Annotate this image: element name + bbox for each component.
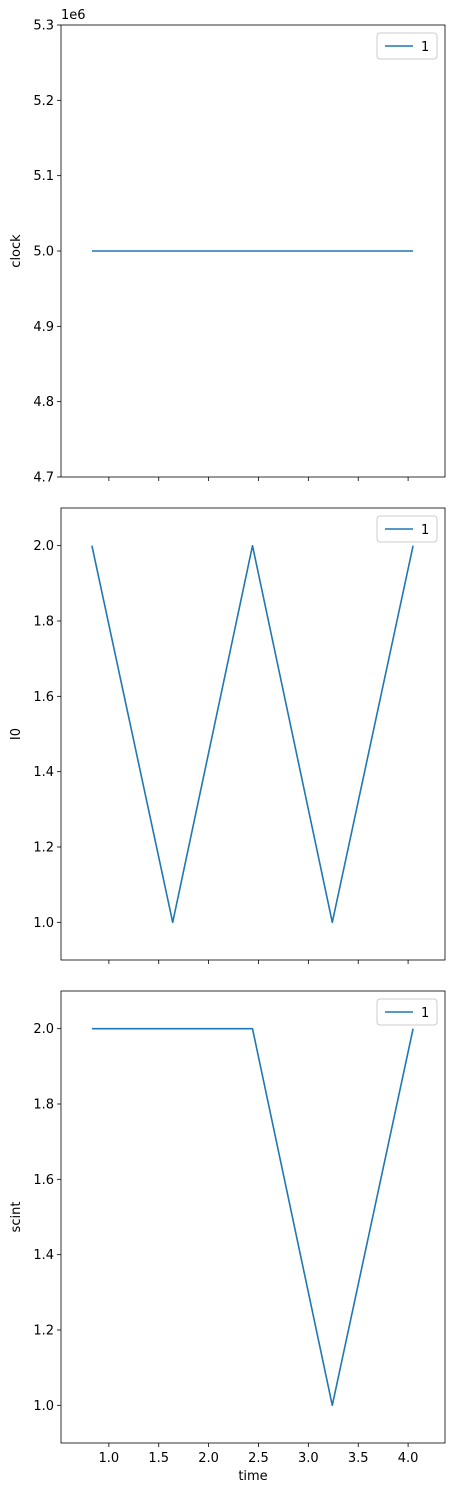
y-tick-label: 1.0: [33, 1399, 54, 1414]
x-tick-label: 2.0: [198, 1451, 219, 1466]
series-line: [91, 1027, 414, 1407]
series-line: [91, 544, 414, 924]
y-tick-label: 1.8: [33, 1098, 54, 1113]
x-tick-label: 4.0: [398, 1451, 419, 1466]
plot-frame: [60, 507, 446, 961]
y-axis-label: clock: [9, 234, 24, 268]
y-tick-label: 1.0: [33, 916, 54, 931]
y-tick-label: 1.2: [33, 841, 54, 856]
y-tick-label: 5.1: [33, 169, 54, 184]
panel-3: 1.0 1.2 1.4 1.6 1.8 2.0 1.0 1.5 2.0 2.5 3.0 3.5 4.0 s…: [9, 990, 446, 1484]
y-axis-label: scint: [9, 1202, 24, 1233]
y-tick-label: 1.6: [33, 1173, 54, 1188]
y-tick-label: 2.0: [33, 539, 54, 554]
y-tick-label: 1.4: [33, 765, 54, 780]
legend: 1: [376, 515, 438, 543]
legend-label: 1: [421, 523, 429, 538]
x-tick-label: 1.0: [99, 1451, 120, 1466]
y-tick-label: 4.9: [33, 320, 54, 335]
y-tick-label: 2.0: [33, 1022, 54, 1037]
legend-label: 1: [421, 1006, 429, 1021]
panel-1: 4.7 4.8 4.9 5.0 5.1 5.2 5.3 clock 1e6 1: [9, 8, 446, 486]
y-tick-label: 4.8: [33, 395, 54, 410]
panel-2: 1.0 1.2 1.4 1.6 1.8 2.0 I0 1: [9, 507, 446, 964]
y-tick-label: 5.3: [33, 19, 54, 34]
y-tick-label: 5.2: [33, 94, 54, 109]
y-tick-label: 1.4: [33, 1248, 54, 1263]
y-tick-label: 4.7: [33, 471, 54, 486]
x-axis-label: time: [238, 1469, 267, 1484]
y-tick-label: 1.2: [33, 1324, 54, 1339]
plot-frame: [60, 990, 446, 1444]
y-tick-label: 1.8: [33, 615, 54, 630]
y-tick-label: 5.0: [33, 245, 54, 260]
x-tick-label: 1.5: [148, 1451, 169, 1466]
x-tick-label: 3.0: [298, 1451, 319, 1466]
x-tick-label: 2.5: [248, 1451, 269, 1466]
legend-label: 1: [421, 40, 429, 55]
y-tick-label: 1.6: [33, 690, 54, 705]
legend: 1: [376, 998, 438, 1026]
y-axis-label: I0: [9, 728, 24, 740]
legend: 1: [376, 32, 438, 60]
x-tick-label: 3.5: [348, 1451, 369, 1466]
y-offset-text: 1e6: [61, 8, 86, 23]
plot-frame: [60, 24, 446, 478]
